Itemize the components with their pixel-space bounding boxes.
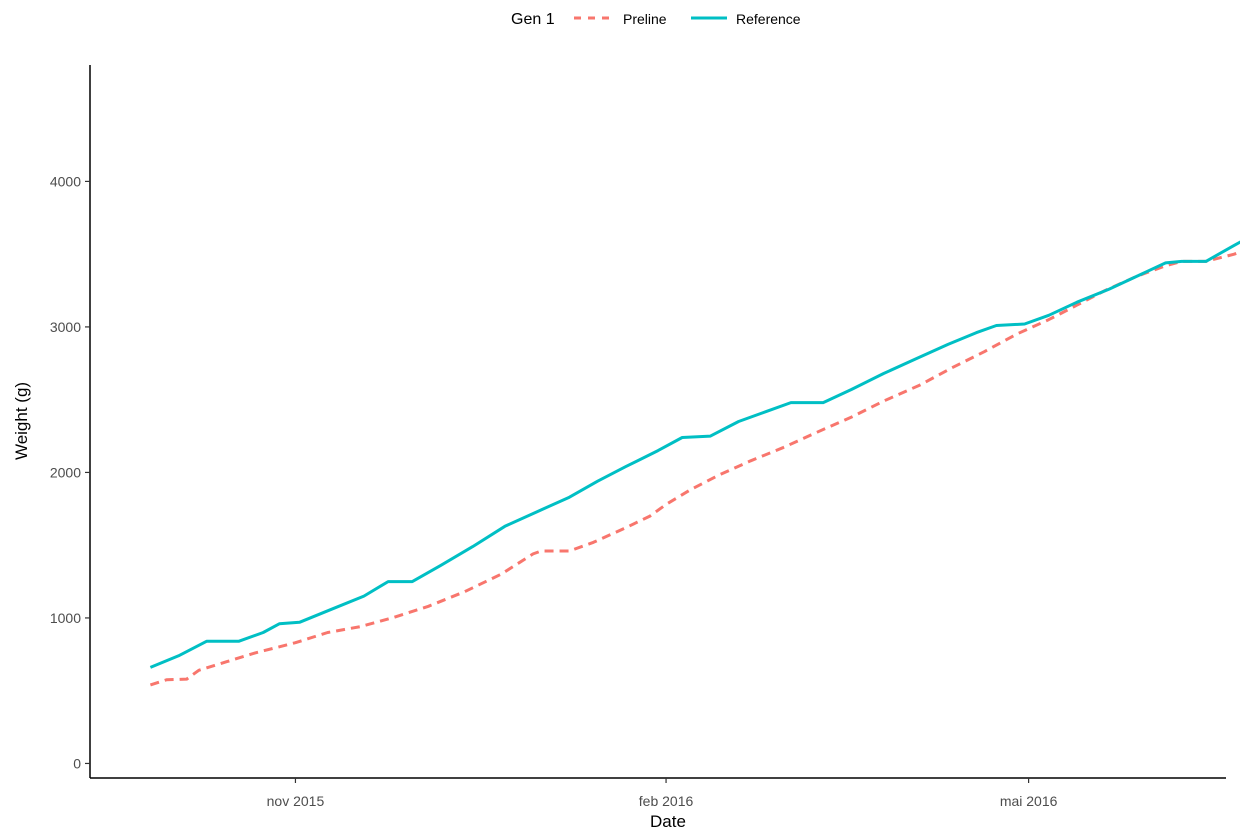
legend: Gen 1 Preline Reference [511,11,801,28]
x-tick-label: nov 2015 [267,793,325,809]
x-tick-label: mai 2016 [1000,793,1058,809]
y-tick-label: 2000 [50,464,81,480]
x-tick-label: feb 2016 [639,793,694,809]
y-tick-label: 4000 [50,173,81,189]
x-axis-title: Date [650,812,686,831]
x-axis-ticks: nov 2015 feb 2016 mai 2016 [267,778,1058,809]
plot-area [149,240,1240,687]
series-line-preline [149,250,1240,687]
y-axis-title: Weight (g) [12,382,31,460]
series-line-reference [149,240,1240,669]
legend-label-reference: Reference [736,11,801,27]
y-tick-label: 3000 [50,319,81,335]
y-tick-label: 0 [73,755,81,771]
legend-label-preline: Preline [623,11,667,27]
legend-title: Gen 1 [511,11,555,28]
y-axis-ticks: 0 1000 2000 3000 4000 [50,173,90,771]
y-tick-label: 1000 [50,610,81,626]
